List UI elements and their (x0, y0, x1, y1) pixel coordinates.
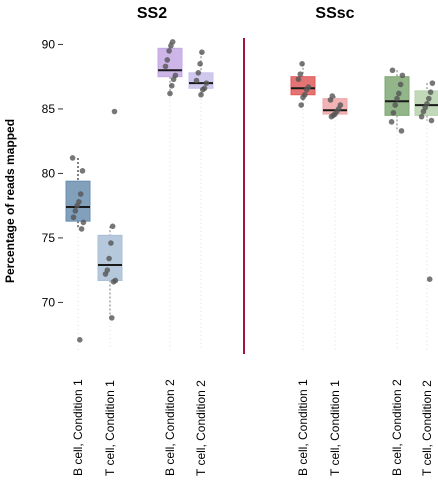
box-ss2-b-cell-condition-1 (65, 155, 91, 350)
data-point (428, 117, 435, 124)
data-point (328, 113, 335, 120)
data-point (394, 95, 400, 102)
category-label-ss2-b-cell-condition-2: B cell, Condition 2 (163, 379, 177, 476)
box-sssc-t-cell-condition-2 (414, 80, 438, 350)
data-point (80, 219, 87, 226)
panel-titles: SS2 SSsc (137, 5, 355, 22)
y-axis-title: Percentage of reads mapped (3, 119, 17, 283)
data-point (390, 110, 397, 116)
data-point (399, 72, 406, 79)
data-point (392, 102, 399, 108)
data-point (79, 168, 86, 174)
data-point (200, 86, 206, 93)
data-point (297, 71, 304, 77)
data-point (197, 60, 203, 67)
y-tick-label: 90 (42, 37, 56, 51)
data-point (389, 67, 396, 74)
data-point (109, 315, 115, 321)
box-ss2-t-cell-condition-1 (97, 108, 123, 350)
box-ss2-b-cell-condition-2 (157, 39, 183, 350)
box-sssc-t-cell-condition-1 (322, 93, 348, 350)
data-point (193, 77, 200, 84)
data-point (426, 95, 432, 102)
data-point (166, 48, 172, 54)
y-tick-label: 80 (42, 166, 56, 180)
data-point (164, 57, 171, 63)
data-point (110, 278, 117, 285)
data-point (109, 223, 116, 230)
data-point (327, 97, 334, 103)
data-point (170, 76, 177, 83)
data-point (74, 202, 80, 209)
data-point (167, 90, 173, 97)
data-point (77, 191, 84, 197)
box-sssc-b-cell-condition-2 (384, 67, 410, 350)
data-point (397, 81, 404, 88)
data-point (169, 82, 175, 89)
data-point (300, 94, 306, 101)
data-point (199, 49, 205, 55)
data-point (388, 119, 395, 125)
category-label-ss2-t-cell-condition-1: T cell, Condition 1 (103, 380, 117, 476)
plot-area (65, 39, 438, 350)
box-sssc-b-cell-condition-1 (290, 60, 316, 350)
data-point (427, 89, 434, 95)
data-point (168, 42, 174, 49)
data-point (102, 271, 109, 277)
panel-title-ss2: SS2 (137, 5, 167, 22)
data-point (396, 90, 402, 97)
category-label-sssc-t-cell-condition-2: T cell, Condition 2 (420, 380, 434, 476)
data-point (303, 86, 310, 93)
data-point (418, 113, 425, 120)
data-point (198, 91, 204, 98)
data-point (108, 240, 114, 246)
category-label-ss2-t-cell-condition-2: T cell, Condition 2 (194, 380, 208, 476)
y-axis: 70 75 80 85 90 (42, 37, 63, 309)
box-iqr (97, 234, 123, 281)
data-point (78, 226, 85, 232)
data-point (426, 276, 433, 282)
data-point (106, 255, 112, 262)
category-label-ss2-b-cell-condition-1: B cell, Condition 1 (71, 379, 85, 476)
data-point (72, 208, 79, 214)
data-point (195, 70, 202, 76)
y-tick-label: 85 (42, 102, 56, 116)
category-label-sssc-b-cell-condition-1: B cell, Condition 1 (296, 379, 310, 476)
data-point (70, 214, 77, 221)
data-point (298, 102, 305, 108)
category-labels: B cell, Condition 1 T cell, Condition 1 B … (71, 379, 434, 476)
data-point (77, 337, 83, 343)
data-point (429, 80, 436, 86)
data-point (420, 108, 427, 115)
panel-title-sssc: SSsc (315, 5, 354, 22)
data-point (295, 76, 302, 83)
y-tick-label: 75 (42, 231, 56, 245)
category-label-sssc-b-cell-condition-2: B cell, Condition 2 (390, 379, 404, 476)
data-point (69, 155, 76, 161)
data-point (111, 108, 118, 115)
y-tick-label: 70 (42, 295, 56, 309)
box-iqr (188, 72, 214, 89)
data-point (162, 63, 169, 70)
data-point (203, 80, 210, 86)
data-point (299, 60, 305, 67)
data-point (398, 128, 405, 134)
box-iqr (65, 180, 91, 222)
box-ss2-t-cell-condition-2 (188, 49, 214, 350)
category-label-sssc-t-cell-condition-1: T cell, Condition 1 (328, 380, 342, 476)
box-iqr (290, 76, 316, 96)
